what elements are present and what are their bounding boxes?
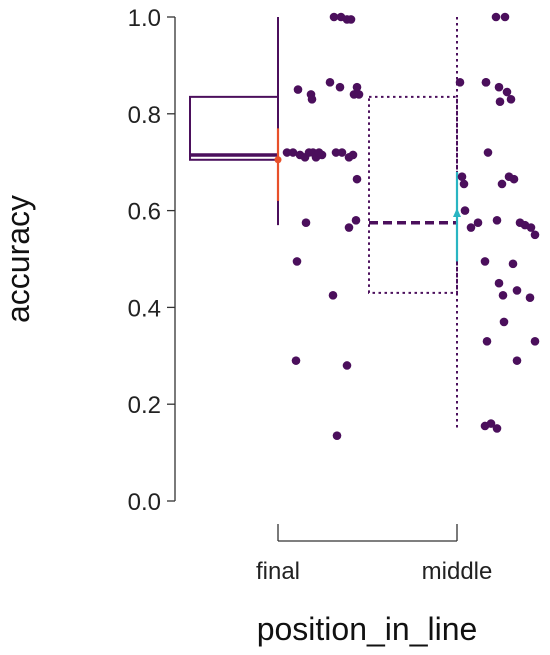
data-point-middle: [498, 291, 508, 300]
data-point-middle: [483, 148, 493, 157]
data-point-middle: [506, 94, 516, 104]
data-point-middle: [482, 336, 492, 346]
data-point-middle: [494, 82, 504, 92]
data-point-middle: [466, 223, 476, 232]
box-group: [189, 17, 461, 429]
y-axis-title: accuracy: [0, 195, 36, 323]
data-point-middle: [460, 206, 470, 215]
x-axis: final middle: [256, 524, 492, 585]
data-point-middle: [486, 419, 496, 428]
data-point-final: [329, 12, 339, 22]
y-tick-label: 0.0: [128, 489, 161, 516]
jitter-points: [282, 12, 540, 440]
data-point-middle: [526, 223, 536, 232]
data-point-final: [342, 361, 352, 370]
data-point-final: [293, 85, 303, 94]
box-iqr: [189, 95, 279, 161]
data-point-final: [328, 291, 338, 300]
data-point-final: [352, 82, 362, 92]
data-point-middle: [473, 218, 483, 227]
data-point-middle: [499, 317, 509, 327]
data-point-final: [354, 90, 364, 99]
y-axis: 0.0 0.2 0.4 0.6 0.8 1.0: [128, 5, 176, 516]
data-point-final: [348, 150, 358, 160]
data-point-middle: [530, 336, 540, 346]
mean-marker: [453, 208, 461, 218]
data-point-final: [317, 150, 327, 160]
y-tick-label: 1.0: [128, 5, 161, 32]
mean-marker: [274, 156, 282, 164]
data-point-middle: [491, 12, 501, 22]
data-point-middle: [481, 78, 491, 87]
data-point-middle: [457, 172, 467, 182]
data-point-middle: [512, 356, 522, 365]
data-point-middle: [525, 293, 535, 303]
data-point-final: [301, 218, 311, 227]
data-point-final: [337, 148, 347, 157]
data-point-final: [331, 148, 341, 157]
y-tick-label: 0.4: [128, 295, 161, 322]
box-middle: [368, 17, 461, 429]
data-point-middle: [530, 230, 540, 240]
y-tick-label: 0.2: [128, 392, 161, 419]
data-point-final: [344, 223, 354, 232]
data-point-final: [325, 78, 335, 87]
data-point-middle: [500, 12, 510, 22]
data-point-middle: [455, 78, 465, 87]
data-point-final: [291, 356, 301, 365]
data-point-final: [282, 148, 292, 157]
data-point-middle: [495, 97, 505, 106]
y-tick-label: 0.6: [128, 199, 161, 226]
data-point-final: [288, 148, 298, 157]
data-point-middle: [459, 179, 469, 189]
data-point-middle: [509, 174, 519, 184]
data-point-middle: [508, 259, 518, 269]
y-tick-label: 0.8: [128, 102, 161, 129]
data-point-final: [332, 431, 342, 440]
box-iqr: [368, 95, 458, 294]
data-point-middle: [480, 257, 490, 266]
data-point-final: [346, 15, 356, 24]
x-axis-title: position_in_line: [257, 611, 478, 647]
data-point-final: [335, 82, 345, 92]
data-point-middle: [502, 87, 512, 97]
data-point-final: [351, 215, 361, 225]
box-final: [189, 17, 282, 226]
x-tick-label-middle: middle: [422, 558, 493, 585]
x-tick-label-final: final: [256, 558, 300, 585]
data-point-middle: [497, 179, 507, 189]
data-point-middle: [512, 286, 522, 295]
data-point-final: [352, 174, 362, 184]
data-point-final: [292, 257, 302, 266]
data-point-middle: [492, 424, 502, 433]
data-point-final: [307, 94, 317, 104]
data-point-middle: [492, 215, 502, 225]
data-point-middle: [494, 278, 504, 288]
